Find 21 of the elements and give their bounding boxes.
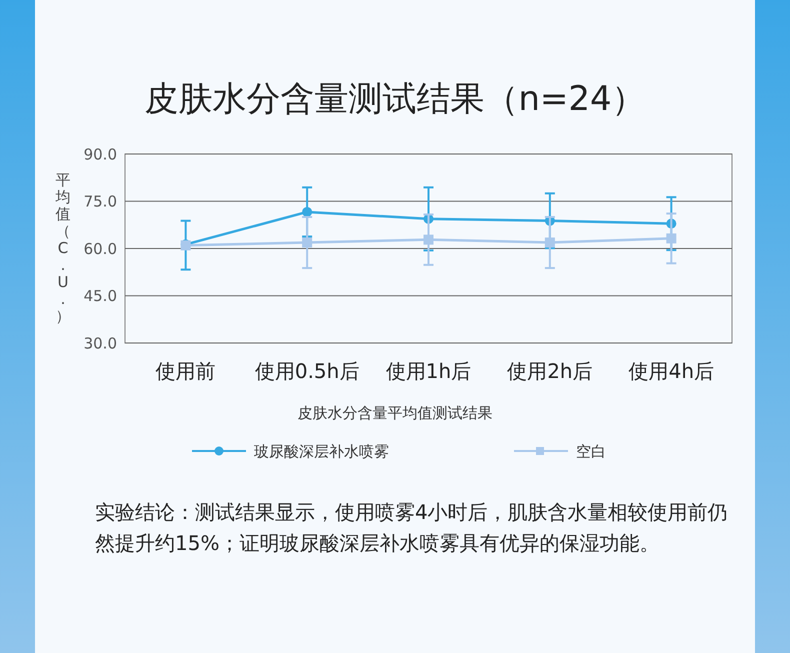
y-tick-label: 30.0 [84,334,117,352]
text: 平均值（C.U.） [56,171,70,325]
x-tick-label: 使用2h后 [507,359,593,383]
x-tick-label: 使用4h后 [628,359,714,383]
x-tick-label: 使用前 [156,359,216,383]
point [302,206,312,217]
x-tick-label: 使用1h后 [386,359,472,383]
legend-label: 玻尿酸深层补水喷雾 [254,442,389,460]
y-tick-label: 45.0 [84,287,117,305]
text: 实验结论：测试结果显示，使用喷雾4小时后，肌肤含水量相较使用前仍然提升约15%；证明玻尿酸深层补水喷雾具有优异的保湿功能。 [95,499,729,557]
point [302,238,312,248]
chart-title: 皮肤水分含量测试结果（n=24） [144,79,646,119]
y-tick-label: 75.0 [84,192,117,210]
point [544,238,555,248]
y-tick-label: 60.0 [84,240,117,258]
x-tick-label: 使用0.5h后 [254,359,360,383]
point [424,234,434,245]
legend-label: 空白 [576,442,606,460]
y-tick-label: 90.0 [84,145,117,164]
x-axis-title: 皮肤水分含量平均值测试结果 [298,404,492,422]
point [666,233,676,244]
